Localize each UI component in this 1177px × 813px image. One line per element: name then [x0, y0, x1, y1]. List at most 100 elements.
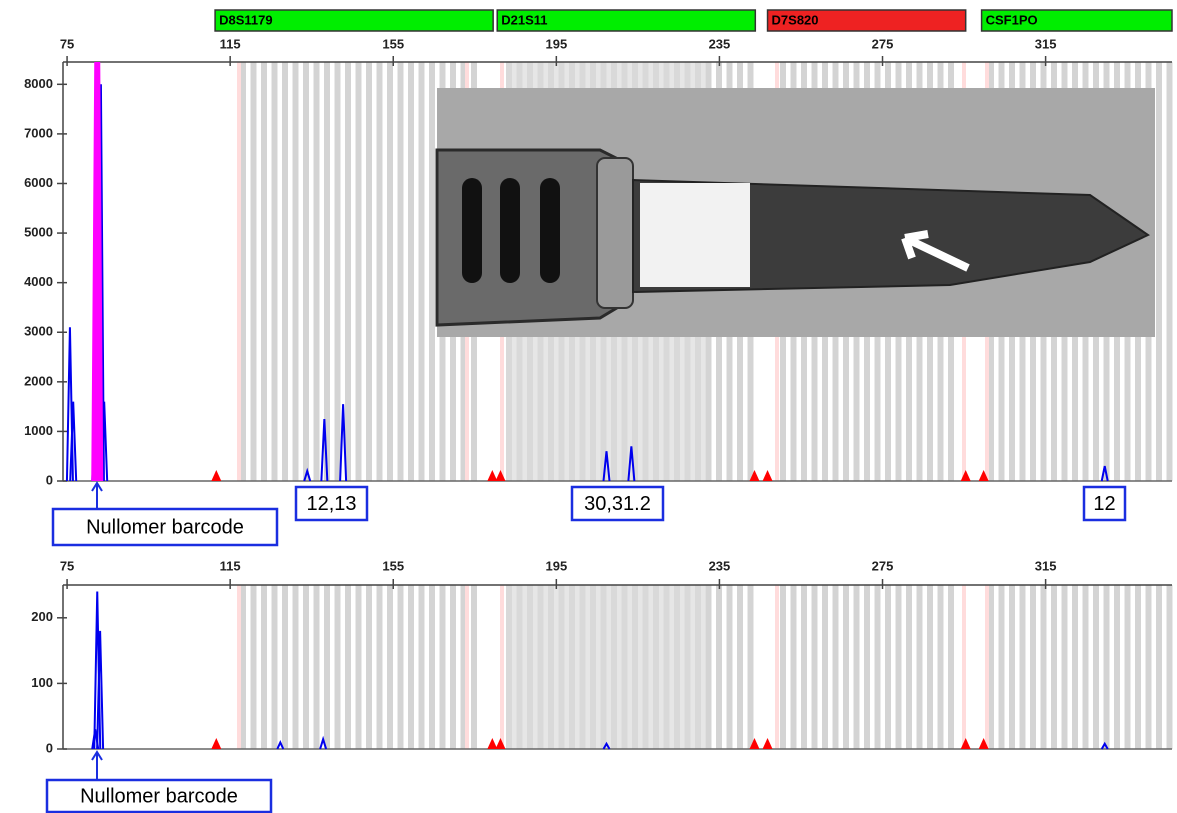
bin [282, 62, 288, 481]
peak [339, 404, 348, 482]
marker-box [980, 9, 1173, 32]
x-tick-label: 75 [60, 558, 74, 573]
x-tick-label: 195 [545, 36, 567, 51]
bin [1093, 585, 1099, 749]
bin [271, 585, 278, 749]
bin [418, 585, 425, 749]
bin [1009, 585, 1015, 749]
annotation: 12 [1093, 493, 1115, 515]
marker-name: CSF1PO [986, 12, 1038, 27]
annotation: 30,31.2 [584, 493, 651, 515]
annotation-box [1082, 485, 1127, 522]
bin [780, 585, 786, 749]
bin [324, 585, 330, 749]
y-tick-label: 200 [31, 609, 53, 624]
bin [261, 62, 267, 481]
y-tick-label: 6000 [24, 175, 53, 190]
bin [1051, 585, 1057, 749]
bin [460, 585, 467, 749]
panel: 75 115 155 195 235 275 315 0 1000 2000 3000 4000 500… [24, 9, 1173, 547]
bin [937, 585, 944, 749]
bin [429, 62, 435, 481]
bin [303, 585, 309, 749]
bin [1082, 585, 1089, 749]
annotation: Nullomer barcode [80, 785, 238, 807]
bin [1103, 585, 1110, 749]
bin [366, 62, 372, 481]
bin [874, 585, 881, 749]
peak [276, 740, 285, 750]
size-standard [762, 738, 773, 749]
x-tick-label: 235 [709, 558, 731, 573]
bin [397, 62, 404, 481]
x-tick-label: 75 [60, 36, 74, 51]
annotation: 12,13 [306, 493, 356, 515]
bin [885, 585, 891, 749]
bin [716, 585, 722, 749]
panel: 75 115 155 195 235 275 315 0 100 200 Nullomer barc… [31, 558, 1172, 813]
bin [1166, 62, 1173, 481]
bin [988, 585, 994, 749]
annotation-box [570, 485, 665, 522]
bolster [596, 157, 634, 309]
bin [313, 585, 320, 749]
bin [250, 62, 257, 481]
x-tick-label: 315 [1035, 558, 1057, 573]
annotation-box [45, 778, 273, 813]
size-standard [960, 738, 971, 749]
slot [540, 178, 560, 283]
bin [916, 585, 923, 749]
peak [1100, 465, 1109, 482]
bin [747, 585, 754, 749]
peak [319, 735, 328, 750]
peak [320, 418, 329, 482]
bin-edge [465, 585, 469, 749]
bin-edge [500, 585, 504, 749]
bin [240, 585, 246, 749]
bin [1114, 585, 1120, 749]
size-standard [978, 738, 989, 749]
bin [261, 585, 267, 749]
peak [303, 467, 312, 482]
peak [69, 401, 78, 482]
bin [334, 585, 341, 749]
bin [726, 585, 733, 749]
x-tick-label: 115 [220, 558, 241, 573]
bin [334, 62, 341, 481]
bin-edge [237, 62, 241, 481]
x-tick-label: 115 [220, 36, 241, 51]
peak [602, 741, 611, 750]
bin [366, 585, 372, 749]
bin [271, 62, 278, 481]
bin [376, 62, 383, 481]
bin [345, 62, 351, 481]
bin [429, 585, 435, 749]
bin [1156, 585, 1162, 749]
bin [345, 585, 351, 749]
bin [439, 585, 446, 749]
bin [450, 585, 456, 749]
bin [853, 585, 860, 749]
bin [822, 585, 828, 749]
bin [387, 62, 393, 481]
x-tick-label: 315 [1035, 36, 1057, 51]
bin [1072, 585, 1078, 749]
y-tick-label: 100 [31, 675, 53, 690]
bin [832, 585, 839, 749]
bin [282, 585, 288, 749]
y-tick-label: 2000 [24, 373, 53, 388]
bin [737, 585, 743, 749]
bin [705, 585, 712, 749]
bin-edge [775, 585, 779, 749]
bin [1145, 585, 1152, 749]
bin [1156, 62, 1162, 481]
x-tick-label: 155 [382, 36, 404, 51]
x-tick-label: 155 [382, 558, 404, 573]
y-tick-label: 8000 [24, 76, 53, 91]
size-standard [978, 470, 989, 481]
bin [1166, 585, 1173, 749]
bin [1124, 585, 1131, 749]
y-tick-label: 5000 [24, 225, 53, 240]
bin [927, 585, 933, 749]
